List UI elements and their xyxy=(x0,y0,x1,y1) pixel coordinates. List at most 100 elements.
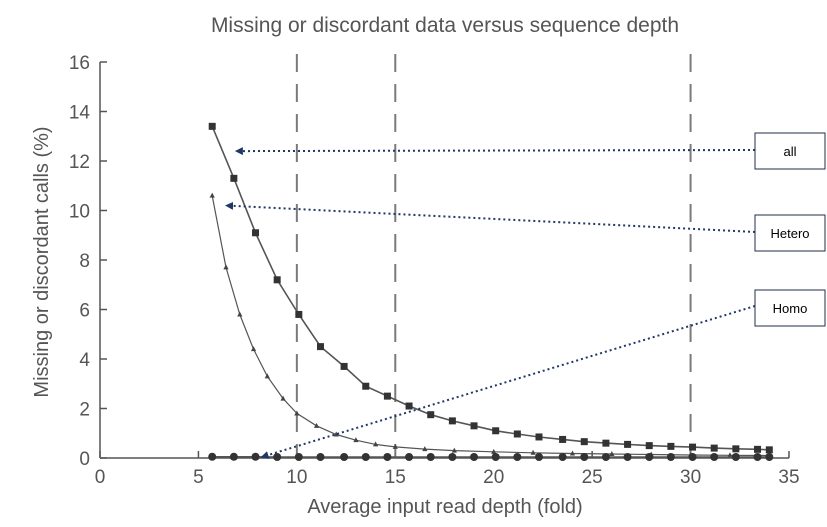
data-point xyxy=(513,430,521,438)
series-all xyxy=(208,122,773,454)
data-point xyxy=(645,442,653,450)
y-tick-label: 0 xyxy=(79,449,90,470)
data-point xyxy=(405,453,414,462)
y-tick-label: 8 xyxy=(79,251,90,272)
data-point xyxy=(340,453,349,462)
data-point xyxy=(353,437,359,443)
data-point xyxy=(535,433,543,441)
y-tick-label: 10 xyxy=(69,202,90,223)
callout-hetero: Hetero xyxy=(225,201,826,252)
y-tick-label: 6 xyxy=(79,301,90,322)
callout-label: Hetero xyxy=(770,226,809,241)
data-point xyxy=(623,453,632,462)
data-point xyxy=(513,453,522,462)
data-point xyxy=(392,443,398,449)
y-tick-label: 2 xyxy=(79,400,90,421)
data-point xyxy=(373,441,379,447)
x-tick-label: 35 xyxy=(778,467,799,488)
data-point xyxy=(667,442,675,450)
data-point xyxy=(601,453,610,462)
data-point xyxy=(313,422,320,428)
data-point xyxy=(688,453,697,462)
data-point xyxy=(251,452,260,461)
data-point xyxy=(426,453,435,462)
data-point xyxy=(492,427,500,435)
callout-arrow xyxy=(225,201,756,233)
y-tick-label: 4 xyxy=(79,350,90,371)
data-point xyxy=(689,443,697,451)
data-point xyxy=(710,444,718,452)
data-point xyxy=(208,452,217,461)
callout-box xyxy=(754,289,826,327)
data-point xyxy=(666,453,675,462)
data-point xyxy=(448,417,456,425)
y-tick-label: 16 xyxy=(69,53,90,74)
x-tick-label: 5 xyxy=(193,467,204,488)
data-point xyxy=(559,435,567,443)
data-point xyxy=(294,453,303,462)
data-point xyxy=(609,451,615,457)
callout-arrow xyxy=(234,147,756,156)
data-point xyxy=(580,453,589,462)
callout-box xyxy=(754,214,826,252)
data-point xyxy=(470,422,478,430)
data-point xyxy=(765,446,773,454)
callout-all: all xyxy=(234,132,826,170)
data-point xyxy=(422,446,428,452)
chart-title: Missing or discordant data versus sequen… xyxy=(211,14,679,37)
data-point xyxy=(405,402,413,410)
data-point xyxy=(273,453,282,462)
data-point xyxy=(470,453,479,462)
data-point xyxy=(569,450,576,456)
data-point xyxy=(753,453,762,462)
data-point xyxy=(731,453,740,462)
callouts: all Hetero Homo xyxy=(225,132,826,459)
data-point xyxy=(230,174,238,182)
data-point xyxy=(273,276,281,284)
data-point xyxy=(491,453,500,462)
data-point xyxy=(710,453,719,462)
data-point xyxy=(340,362,348,370)
plot-area: 0 5 10 15 20 25 30 35 0 2 4 6 8 10 12 14 16 xyxy=(69,53,800,488)
data-point xyxy=(362,382,370,390)
callout-arrow xyxy=(260,305,756,459)
data-point xyxy=(383,392,391,400)
x-tick-label: 30 xyxy=(680,467,701,488)
x-tick-label: 15 xyxy=(385,467,406,488)
data-point xyxy=(491,448,497,454)
data-point xyxy=(602,439,610,447)
data-point xyxy=(361,453,370,462)
data-point xyxy=(727,452,733,458)
data-point xyxy=(333,431,339,437)
callout-box xyxy=(754,132,826,170)
data-point xyxy=(280,395,286,401)
data-point xyxy=(765,453,774,462)
y-axis-label: Missing or discordant calls (%) xyxy=(31,126,53,397)
data-point xyxy=(448,453,457,462)
data-point xyxy=(237,311,243,317)
x-tick-label: 0 xyxy=(95,467,106,488)
callout-homo: Homo xyxy=(260,289,826,459)
data-point xyxy=(316,453,325,462)
x-tick-label: 10 xyxy=(286,467,307,488)
data-point xyxy=(294,410,300,416)
data-point xyxy=(427,411,435,419)
data-point xyxy=(252,229,260,237)
series-line-all xyxy=(211,125,770,451)
data-point xyxy=(534,453,543,462)
x-tick-label: 20 xyxy=(483,467,504,488)
data-point xyxy=(223,264,229,270)
series-homo xyxy=(208,452,774,462)
data-point xyxy=(754,445,762,453)
data-point xyxy=(250,346,257,352)
data-point xyxy=(383,453,392,462)
callout-label: all xyxy=(783,144,796,159)
data-point xyxy=(624,440,632,448)
data-point xyxy=(530,449,536,455)
data-point xyxy=(316,343,324,351)
data-point xyxy=(451,447,457,453)
x-axis-label: Average input read depth (fold) xyxy=(307,496,582,518)
x-tick-label: 25 xyxy=(582,467,603,488)
data-point xyxy=(208,122,216,130)
